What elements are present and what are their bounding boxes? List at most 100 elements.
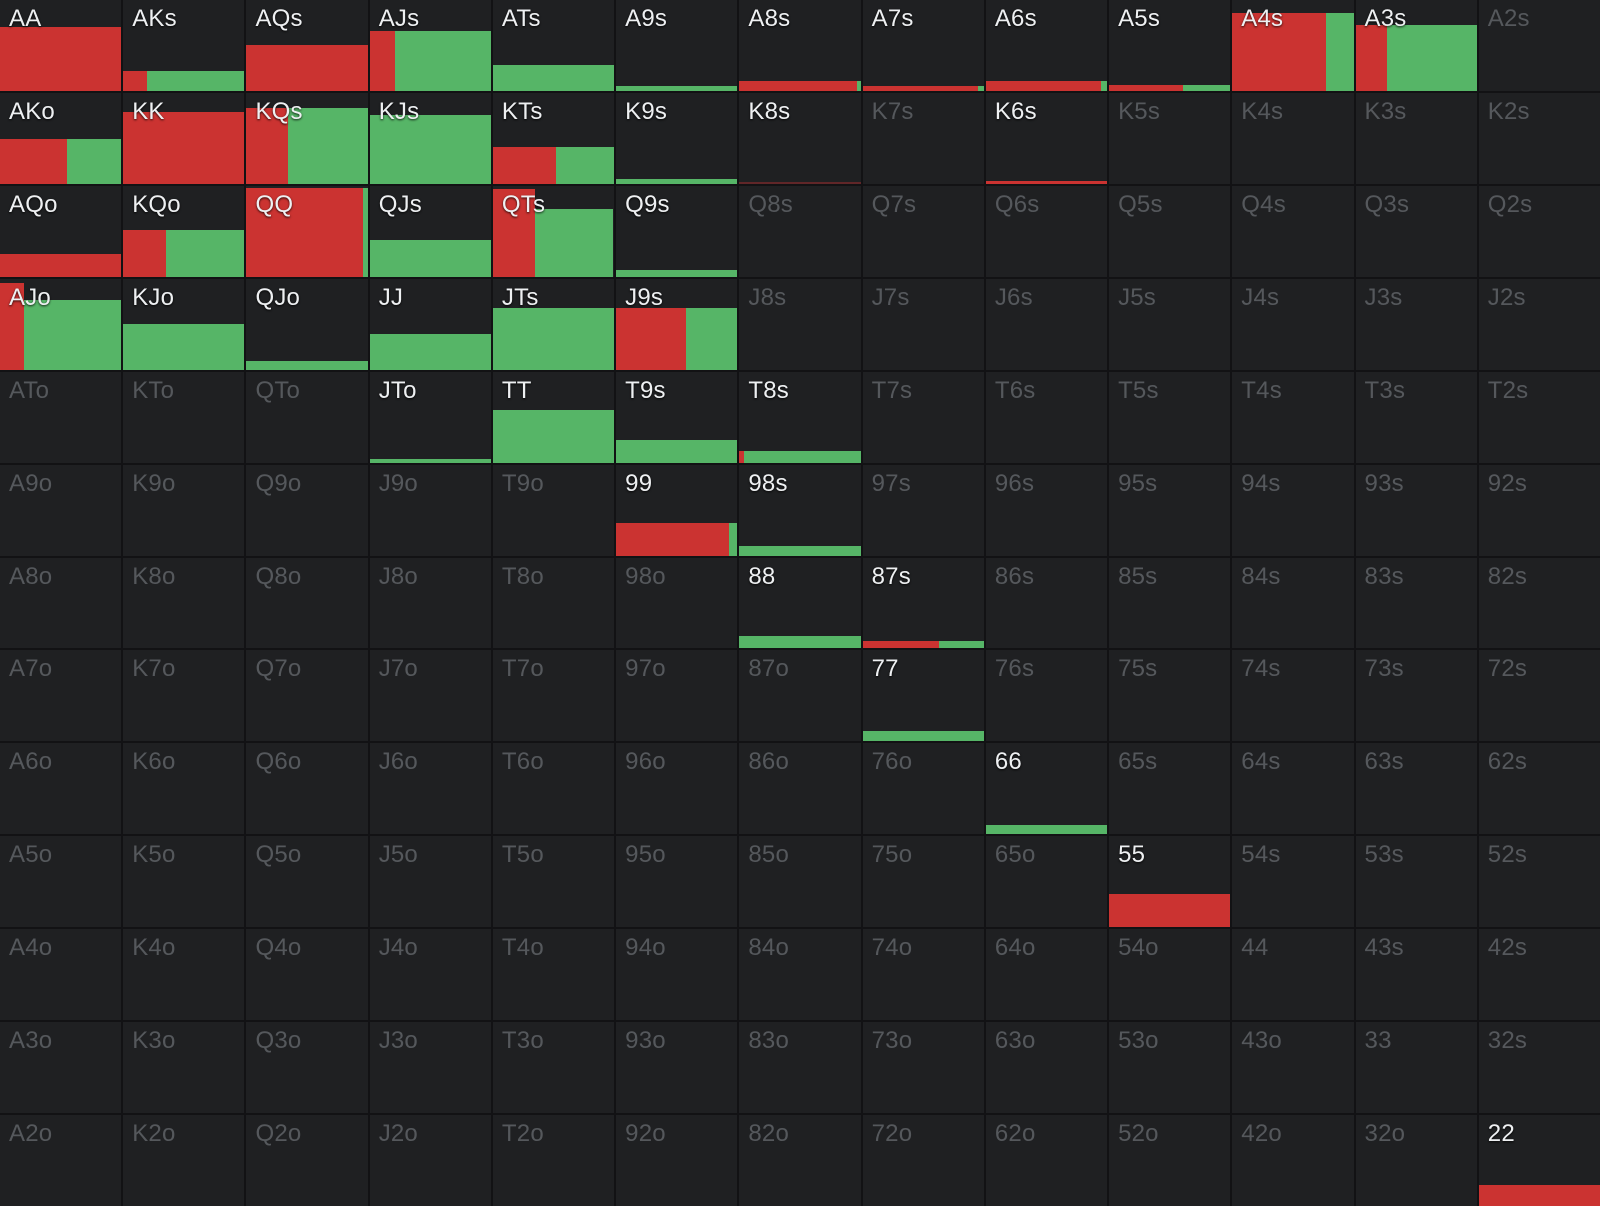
- hand-cell-33[interactable]: 33: [1355, 1022, 1477, 1114]
- hand-cell-84s[interactable]: 84s: [1232, 557, 1354, 649]
- hand-cell-KJs[interactable]: KJs: [369, 92, 491, 184]
- hand-cell-83o[interactable]: 83o: [739, 1022, 861, 1114]
- hand-cell-J8o[interactable]: J8o: [369, 557, 491, 649]
- hand-cell-QTo[interactable]: QTo: [246, 371, 368, 463]
- hand-cell-J2o[interactable]: J2o: [369, 1115, 491, 1206]
- hand-cell-A4o[interactable]: A4o: [0, 929, 122, 1021]
- hand-cell-87o[interactable]: 87o: [739, 650, 861, 742]
- hand-cell-AKo[interactable]: AKo: [0, 92, 122, 184]
- hand-cell-97o[interactable]: 97o: [616, 650, 738, 742]
- hand-cell-Q8o[interactable]: Q8o: [246, 557, 368, 649]
- hand-cell-A4s[interactable]: A4s: [1232, 0, 1354, 91]
- hand-cell-K6o[interactable]: K6o: [123, 743, 245, 835]
- hand-cell-76s[interactable]: 76s: [985, 650, 1108, 742]
- hand-cell-93o[interactable]: 93o: [616, 1022, 738, 1114]
- hand-cell-QJo[interactable]: QJo: [246, 278, 368, 370]
- hand-cell-K7o[interactable]: K7o: [123, 650, 245, 742]
- hand-cell-43s[interactable]: 43s: [1355, 929, 1477, 1021]
- hand-cell-JTo[interactable]: JTo: [369, 371, 491, 463]
- hand-cell-K5o[interactable]: K5o: [123, 836, 245, 928]
- hand-cell-ATo[interactable]: ATo: [0, 371, 122, 463]
- hand-cell-64o[interactable]: 64o: [985, 929, 1108, 1021]
- hand-cell-JTs[interactable]: JTs: [492, 278, 615, 370]
- hand-cell-62o[interactable]: 62o: [985, 1115, 1108, 1206]
- hand-cell-J4o[interactable]: J4o: [369, 929, 491, 1021]
- hand-cell-A7o[interactable]: A7o: [0, 650, 122, 742]
- hand-cell-32s[interactable]: 32s: [1478, 1022, 1600, 1114]
- hand-cell-82o[interactable]: 82o: [739, 1115, 861, 1206]
- hand-cell-T5o[interactable]: T5o: [492, 836, 615, 928]
- hand-cell-T2s[interactable]: T2s: [1478, 371, 1600, 463]
- hand-cell-Q5o[interactable]: Q5o: [246, 836, 368, 928]
- hand-cell-A8o[interactable]: A8o: [0, 557, 122, 649]
- hand-cell-J6o[interactable]: J6o: [369, 743, 491, 835]
- hand-cell-32o[interactable]: 32o: [1355, 1115, 1477, 1206]
- hand-cell-96o[interactable]: 96o: [616, 743, 738, 835]
- hand-cell-T9s[interactable]: T9s: [616, 371, 738, 463]
- hand-cell-88[interactable]: 88: [739, 557, 861, 649]
- hand-cell-66[interactable]: 66: [985, 743, 1108, 835]
- hand-cell-A6s[interactable]: A6s: [985, 0, 1108, 91]
- hand-cell-AJo[interactable]: AJo: [0, 278, 122, 370]
- hand-cell-T7s[interactable]: T7s: [862, 371, 984, 463]
- hand-cell-K7s[interactable]: K7s: [862, 92, 984, 184]
- hand-cell-64s[interactable]: 64s: [1232, 743, 1354, 835]
- hand-cell-K3s[interactable]: K3s: [1355, 92, 1477, 184]
- hand-cell-T8o[interactable]: T8o: [492, 557, 615, 649]
- hand-cell-QQ[interactable]: QQ: [246, 185, 368, 277]
- hand-cell-92s[interactable]: 92s: [1478, 464, 1600, 556]
- hand-cell-AQo[interactable]: AQo: [0, 185, 122, 277]
- hand-cell-95s[interactable]: 95s: [1109, 464, 1231, 556]
- hand-cell-K8s[interactable]: K8s: [739, 92, 861, 184]
- hand-cell-K4o[interactable]: K4o: [123, 929, 245, 1021]
- hand-cell-53s[interactable]: 53s: [1355, 836, 1477, 928]
- hand-cell-KTo[interactable]: KTo: [123, 371, 245, 463]
- hand-cell-T7o[interactable]: T7o: [492, 650, 615, 742]
- hand-cell-AKs[interactable]: AKs: [123, 0, 245, 91]
- hand-cell-T2o[interactable]: T2o: [492, 1115, 615, 1206]
- hand-cell-T9o[interactable]: T9o: [492, 464, 615, 556]
- hand-cell-J5o[interactable]: J5o: [369, 836, 491, 928]
- hand-cell-82s[interactable]: 82s: [1478, 557, 1600, 649]
- hand-cell-A9s[interactable]: A9s: [616, 0, 738, 91]
- hand-cell-86o[interactable]: 86o: [739, 743, 861, 835]
- hand-cell-K9s[interactable]: K9s: [616, 92, 738, 184]
- hand-cell-Q4o[interactable]: Q4o: [246, 929, 368, 1021]
- hand-cell-Q2s[interactable]: Q2s: [1478, 185, 1600, 277]
- hand-cell-A7s[interactable]: A7s: [862, 0, 984, 91]
- hand-cell-AA[interactable]: AA: [0, 0, 122, 91]
- hand-cell-K8o[interactable]: K8o: [123, 557, 245, 649]
- hand-cell-84o[interactable]: 84o: [739, 929, 861, 1021]
- hand-cell-75s[interactable]: 75s: [1109, 650, 1231, 742]
- hand-cell-52o[interactable]: 52o: [1109, 1115, 1231, 1206]
- hand-cell-T4s[interactable]: T4s: [1232, 371, 1354, 463]
- hand-cell-76o[interactable]: 76o: [862, 743, 984, 835]
- hand-cell-J9s[interactable]: J9s: [616, 278, 738, 370]
- hand-cell-Q6s[interactable]: Q6s: [985, 185, 1108, 277]
- hand-cell-73s[interactable]: 73s: [1355, 650, 1477, 742]
- hand-cell-ATs[interactable]: ATs: [492, 0, 615, 91]
- hand-cell-93s[interactable]: 93s: [1355, 464, 1477, 556]
- hand-cell-T8s[interactable]: T8s: [739, 371, 861, 463]
- hand-cell-42o[interactable]: 42o: [1232, 1115, 1354, 1206]
- hand-cell-Q8s[interactable]: Q8s: [739, 185, 861, 277]
- hand-cell-Q4s[interactable]: Q4s: [1232, 185, 1354, 277]
- hand-cell-98s[interactable]: 98s: [739, 464, 861, 556]
- hand-cell-83s[interactable]: 83s: [1355, 557, 1477, 649]
- hand-cell-JJ[interactable]: JJ: [369, 278, 491, 370]
- hand-cell-62s[interactable]: 62s: [1478, 743, 1600, 835]
- hand-cell-AQs[interactable]: AQs: [246, 0, 368, 91]
- hand-cell-K6s[interactable]: K6s: [985, 92, 1108, 184]
- hand-cell-A6o[interactable]: A6o: [0, 743, 122, 835]
- hand-cell-94s[interactable]: 94s: [1232, 464, 1354, 556]
- hand-cell-52s[interactable]: 52s: [1478, 836, 1600, 928]
- hand-cell-Q9s[interactable]: Q9s: [616, 185, 738, 277]
- hand-cell-T3s[interactable]: T3s: [1355, 371, 1477, 463]
- hand-cell-95o[interactable]: 95o: [616, 836, 738, 928]
- hand-cell-K5s[interactable]: K5s: [1109, 92, 1231, 184]
- hand-cell-A2s[interactable]: A2s: [1478, 0, 1600, 91]
- hand-cell-A2o[interactable]: A2o: [0, 1115, 122, 1206]
- hand-cell-T6o[interactable]: T6o: [492, 743, 615, 835]
- hand-cell-92o[interactable]: 92o: [616, 1115, 738, 1206]
- hand-cell-54o[interactable]: 54o: [1109, 929, 1231, 1021]
